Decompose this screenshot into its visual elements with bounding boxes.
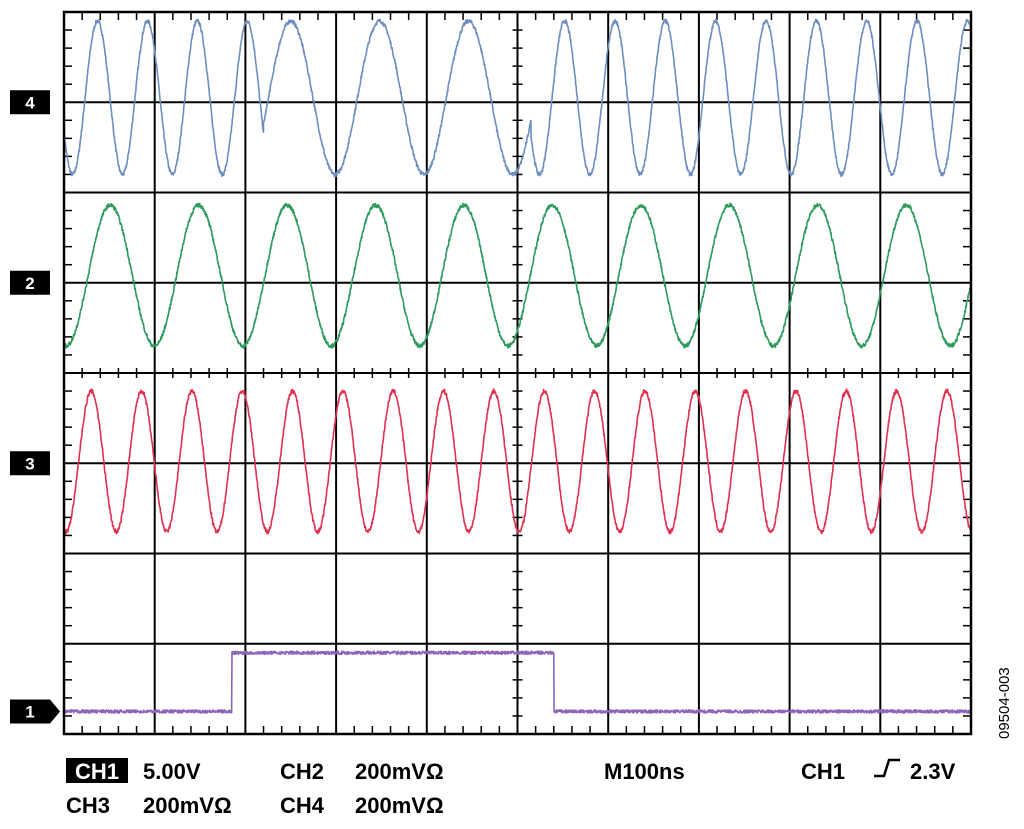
marker-arrow-icon	[10, 699, 60, 724]
ch3-scale: 200mVΩ	[143, 793, 232, 818]
channel-marker-4: 4	[10, 90, 50, 115]
waveform-traces	[63, 18, 972, 714]
marker-label: 4	[25, 93, 35, 112]
rising-edge-icon	[874, 758, 900, 778]
channel-marker-2: 2	[10, 270, 50, 295]
trace-ch1	[63, 650, 972, 714]
ch1-tag-background	[66, 758, 128, 783]
figure-id: 09504-003	[996, 667, 1013, 739]
ch4-scale: 200mVΩ	[355, 793, 444, 818]
timebase: M100ns	[604, 759, 685, 784]
ch4-label: CH4	[280, 793, 325, 818]
ch1-scale: 5.00V	[143, 759, 201, 784]
trace-ch2	[63, 202, 972, 349]
ch2-scale: 200mVΩ	[355, 759, 444, 784]
channel-markers: 4 2 3 1	[10, 90, 60, 724]
marker-label: 3	[25, 454, 34, 473]
channel-marker-3: 3	[10, 451, 50, 476]
trace-ch4	[63, 18, 972, 178]
trace-ch3	[63, 388, 972, 535]
ch3-label: CH3	[66, 793, 110, 818]
marker-box	[10, 90, 50, 115]
plot-frame	[62, 10, 973, 736]
marker-box	[10, 270, 50, 295]
ch1-tag: CH1	[75, 759, 119, 784]
settings-readout: CH1 5.00V CH2 200mVΩ M100ns CH1 2.3V CH3…	[66, 758, 956, 818]
trigger-level: 2.3V	[910, 759, 956, 784]
marker-label: 2	[25, 274, 34, 293]
channel-marker-1: 1	[10, 699, 60, 724]
ch2-label: CH2	[280, 759, 324, 784]
marker-box	[10, 451, 50, 476]
marker-label: 1	[25, 702, 34, 721]
trigger-channel: CH1	[801, 759, 845, 784]
